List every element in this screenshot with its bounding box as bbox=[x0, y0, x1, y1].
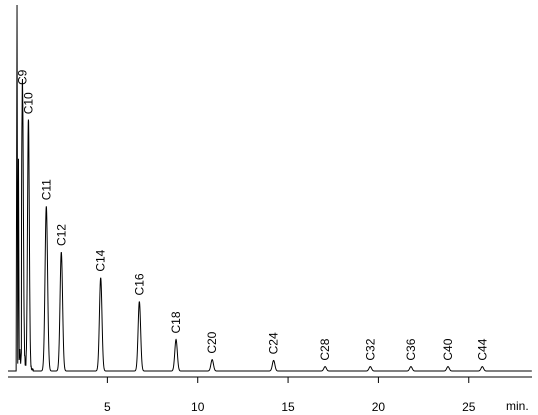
peak-label-c36: C36 bbox=[404, 338, 418, 360]
x-tick-label: 25 bbox=[462, 400, 476, 414]
peak-label-c14: C14 bbox=[94, 249, 108, 271]
peak-label-c11: C11 bbox=[39, 179, 53, 200]
peak-label-c16: C16 bbox=[132, 273, 146, 295]
peak-label-c32: C32 bbox=[363, 338, 377, 360]
peak-label-c28: C28 bbox=[318, 338, 332, 360]
x-axis-ticks: 5 10 15 20 25 bbox=[104, 377, 476, 414]
x-tick-label: 5 bbox=[104, 400, 111, 414]
peak-label-c44: C44 bbox=[475, 338, 489, 360]
x-tick-label: 20 bbox=[372, 400, 386, 414]
chromatogram-trace bbox=[8, 4, 532, 372]
peak-label-c18: C18 bbox=[169, 311, 183, 333]
peak-label-c10: C10 bbox=[21, 92, 35, 114]
peak-labels: C9 C10 C11 C12 C14 C16 C18 C20 C24 C28 C32 C36 C40 C4… bbox=[15, 69, 489, 360]
x-axis-unit-label: min. bbox=[506, 399, 529, 413]
peak-label-c12: C12 bbox=[54, 224, 68, 246]
peak-label-c24: C24 bbox=[267, 332, 281, 354]
peak-label-c20: C20 bbox=[205, 331, 219, 353]
peak-label-c40: C40 bbox=[441, 338, 455, 360]
x-tick-label: 15 bbox=[281, 400, 295, 414]
x-tick-label: 10 bbox=[191, 400, 205, 414]
peak-label-c9: C9 bbox=[15, 69, 29, 85]
